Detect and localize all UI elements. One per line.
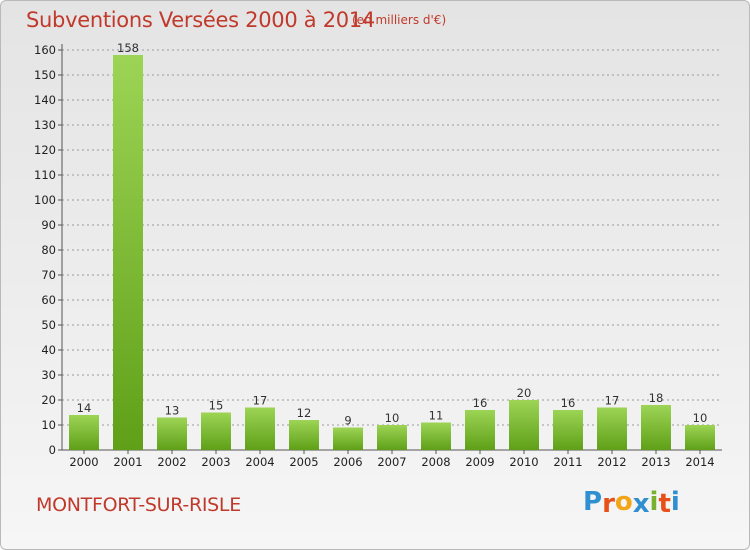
chart-unit-note: (en milliers d'€): [352, 13, 447, 27]
x-tick-label: 2006: [333, 455, 362, 469]
y-tick-label: 30: [41, 368, 56, 382]
location-name: MONTFORT-SUR-RISLE: [36, 494, 241, 516]
bar-2002: [157, 417, 187, 450]
data-label: 158: [117, 41, 139, 55]
bar-2013: [641, 405, 671, 450]
y-tick-label: 100: [34, 193, 56, 207]
x-tick-label: 2008: [421, 455, 450, 469]
bar-2012: [597, 407, 627, 450]
y-tick-label: 40: [41, 343, 56, 357]
data-label: 10: [693, 411, 708, 425]
bar-2009: [465, 410, 495, 450]
y-tick-label: 60: [41, 293, 56, 307]
y-tick-label: 50: [41, 318, 56, 332]
logo-letter: P: [583, 487, 603, 517]
bar-2011: [553, 410, 583, 450]
x-tick-label: 2010: [509, 455, 538, 469]
data-label: 9: [344, 414, 351, 428]
x-tick-label: 2013: [641, 455, 670, 469]
data-label: 13: [165, 404, 180, 418]
x-tick-label: 2011: [553, 455, 582, 469]
bar-2005: [289, 420, 319, 450]
x-tick-label: 2002: [157, 455, 186, 469]
bar-2006: [333, 427, 363, 450]
logo-letter: r: [602, 489, 615, 519]
y-tick-label: 140: [34, 93, 56, 107]
y-tick-label: 70: [41, 268, 56, 282]
data-label: 16: [561, 396, 576, 410]
logo-letter: i: [670, 487, 680, 517]
data-label: 16: [473, 396, 488, 410]
bar-2000: [69, 415, 99, 450]
x-tick-label: 2003: [201, 455, 230, 469]
y-tick-label: 80: [41, 243, 56, 257]
data-label: 18: [649, 391, 664, 405]
bar-2003: [201, 412, 231, 450]
y-tick-label: 110: [34, 168, 56, 182]
bar-2001: [113, 55, 143, 450]
x-tick-label: 2014: [685, 455, 714, 469]
data-label: 17: [605, 394, 620, 408]
y-tick-label: 150: [34, 68, 56, 82]
data-label: 10: [385, 411, 400, 425]
bar-2008: [421, 422, 451, 450]
x-tick-label: 2000: [69, 455, 98, 469]
y-tick-label: 90: [41, 218, 56, 232]
x-tick-label: 2001: [113, 455, 142, 469]
chart-title: Subventions Versées 2000 à 2014: [26, 8, 375, 32]
x-tick-label: 2007: [377, 455, 406, 469]
logo-letter: i: [649, 487, 659, 517]
bar-2010: [509, 400, 539, 450]
data-label: 11: [429, 409, 444, 423]
data-label: 15: [209, 399, 224, 413]
data-label: 17: [253, 394, 268, 408]
x-tick-label: 2004: [245, 455, 274, 469]
data-label: 20: [517, 386, 532, 400]
data-label: 14: [77, 401, 92, 415]
logo-letter: o: [614, 487, 633, 517]
bar-2004: [245, 407, 275, 450]
y-tick-label: 120: [34, 143, 56, 157]
y-tick-label: 20: [41, 393, 56, 407]
y-tick-label: 160: [34, 43, 56, 57]
data-label: 12: [297, 406, 312, 420]
x-tick-label: 2009: [465, 455, 494, 469]
bar-2007: [377, 425, 407, 450]
logo-letter: x: [632, 489, 650, 519]
bar-2014: [685, 425, 715, 450]
x-tick-label: 2005: [289, 455, 318, 469]
y-tick-label: 0: [49, 443, 56, 457]
logo-letter: t: [658, 489, 671, 519]
x-tick-label: 2012: [597, 455, 626, 469]
proxiti-logo: Proxiti: [583, 487, 680, 519]
y-tick-label: 10: [41, 418, 56, 432]
y-tick-label: 130: [34, 118, 56, 132]
